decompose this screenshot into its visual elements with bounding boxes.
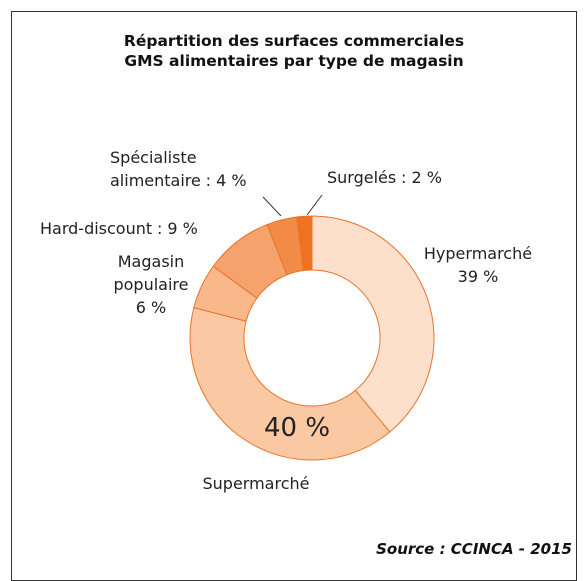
category-label: Supermarché [202,474,310,493]
donut-segment [296,215,313,272]
chart-title: Répartition des surfaces commerciales [123,32,465,50]
value-label: : 4 % [205,171,247,190]
source: Source : CCINCA - 2015 [376,540,572,558]
data-label: Magasin populaire 6 % [108,250,194,319]
category-label: Hard-discount [40,219,153,238]
data-label: Surgelés: 2 % [327,166,487,189]
category-label: Magasin populaire [113,252,189,294]
category-label: Surgelés [327,168,397,187]
value-label: 40 % [264,413,331,443]
data-label: Supermarché [186,472,326,495]
value-label: 39 % [457,267,499,286]
value-label: : 9 % [156,219,198,238]
leader-line [306,194,323,216]
value-label: 6 % [135,298,167,317]
leader-line [262,196,282,217]
donut-segment [189,307,391,461]
donut-segment [311,215,435,433]
category-label: Spécialiste alimentaire [110,148,201,190]
data-label: Hard-discount: 9 % [40,217,250,240]
value-label: : 2 % [401,168,442,187]
data-label: Spécialiste alimentaire: 4 % [110,146,285,192]
chart-subtitle: GMS alimentaires par type de magasin [124,52,464,70]
data-label: Hypermarché 39 % [412,242,544,288]
category-label: Hypermarché [423,244,533,263]
